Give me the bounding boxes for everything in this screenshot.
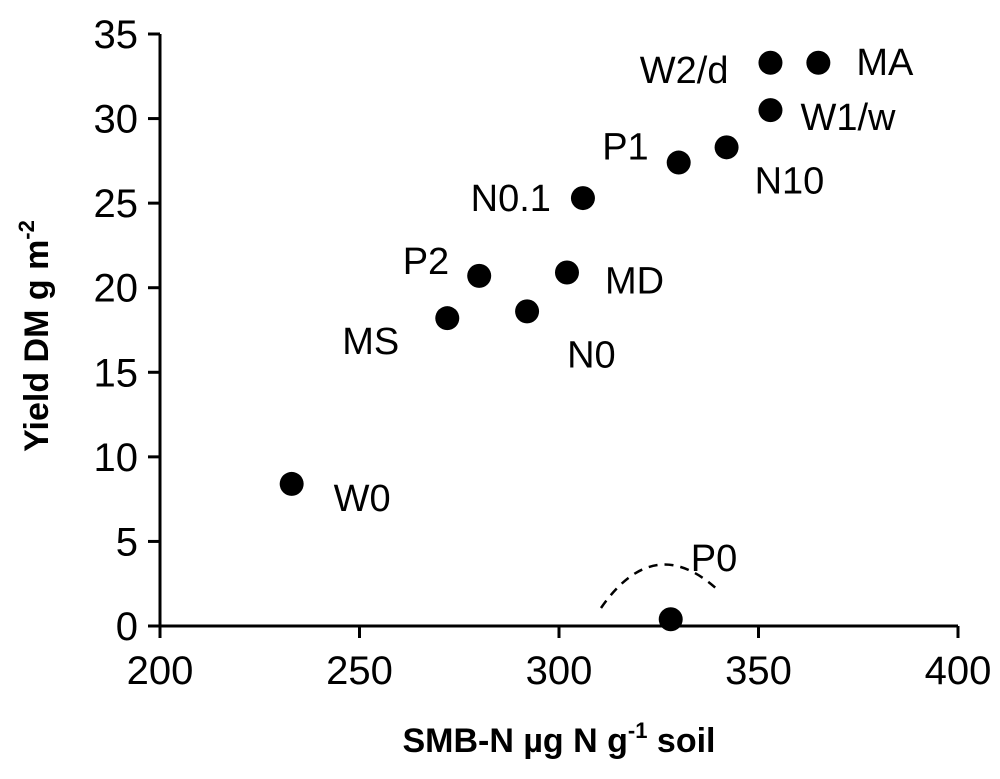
axis-titles: SMB-N µg N g-1 soil Yield DM g m-2 xyxy=(14,220,716,760)
point-label: W2/d xyxy=(640,50,729,92)
data-point xyxy=(666,150,691,175)
data-point xyxy=(570,186,595,211)
data-point xyxy=(806,50,831,75)
point-label: P2 xyxy=(403,241,449,283)
point-label: W0 xyxy=(334,478,391,520)
x-tick-label: 300 xyxy=(526,649,593,693)
data-point xyxy=(279,471,304,496)
y-tick-label: 20 xyxy=(94,267,139,311)
data-point xyxy=(758,98,783,123)
point-label: P0 xyxy=(691,538,737,580)
point-label: MS xyxy=(342,321,399,363)
data-point xyxy=(658,607,683,632)
y-tick-label: 5 xyxy=(116,520,138,564)
y-tick-label: 15 xyxy=(94,351,139,395)
x-tick-label: 250 xyxy=(326,649,393,693)
data-point xyxy=(758,50,783,75)
x-tick-label: 350 xyxy=(725,649,792,693)
ticks: 200 250 300 350 400 0 5 10 15 20 25 30 35 xyxy=(94,13,992,693)
y-axis-title: Yield DM g m-2 xyxy=(14,220,56,452)
y-tick-label: 10 xyxy=(94,436,139,480)
data-point xyxy=(554,260,579,285)
data-point xyxy=(467,263,492,288)
data-point xyxy=(714,135,739,160)
point-label: P1 xyxy=(602,127,648,169)
y-tick-label: 35 xyxy=(94,13,139,57)
x-tick-label: 200 xyxy=(127,649,194,693)
y-tick-label: 25 xyxy=(94,182,139,226)
point-label: MA xyxy=(856,42,914,84)
annotation xyxy=(599,563,721,609)
y-tick-label: 0 xyxy=(116,605,138,649)
point-label: N0 xyxy=(567,334,616,376)
point-label: N0.1 xyxy=(471,178,551,220)
x-axis-title: SMB-N µg N g-1 soil xyxy=(402,718,715,760)
x-tick-label: 400 xyxy=(925,649,992,693)
data-point xyxy=(515,299,540,324)
point-label: MD xyxy=(605,260,664,302)
point-label: W1/w xyxy=(800,97,896,139)
point-label: N10 xyxy=(755,160,825,202)
dashed-arc xyxy=(599,563,721,609)
data-point xyxy=(435,306,460,331)
y-tick-label: 30 xyxy=(94,98,139,142)
